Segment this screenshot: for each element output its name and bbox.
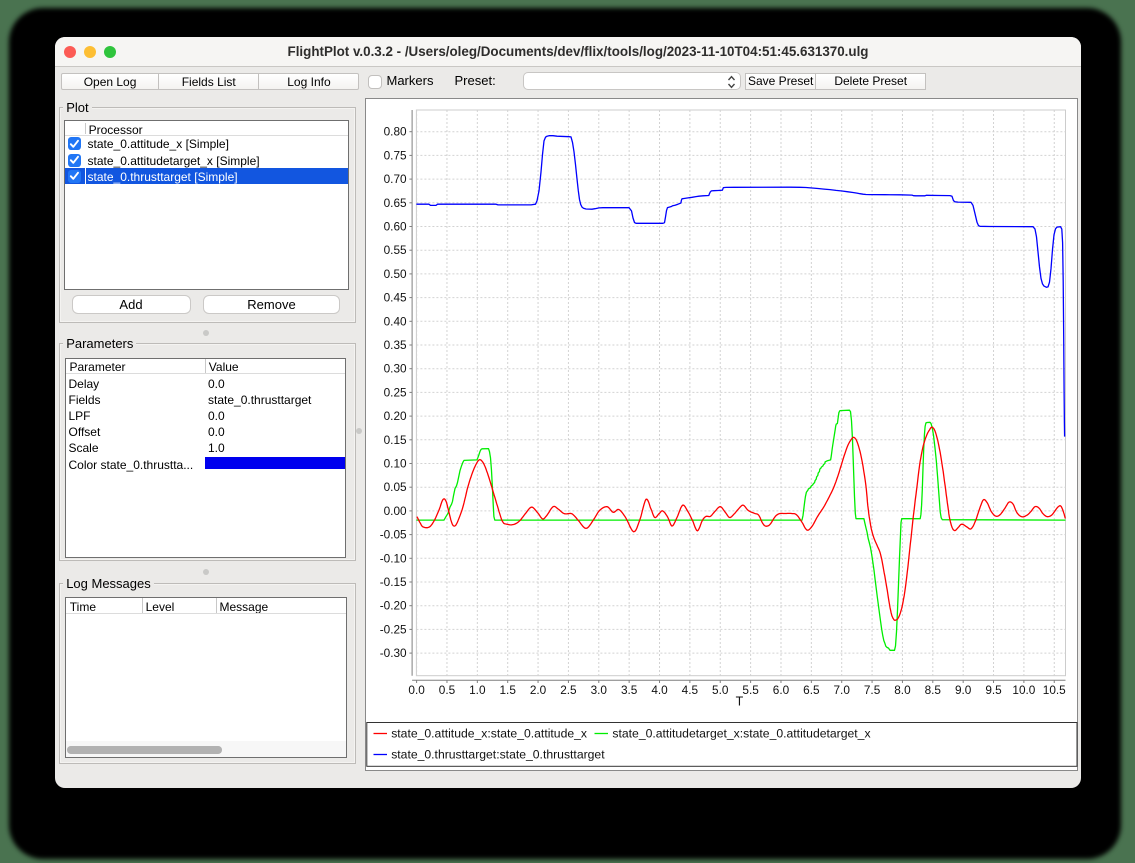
svg-text:0.50: 0.50 — [384, 267, 407, 281]
svg-text:state_0.thrusttarget:state_0.t: state_0.thrusttarget:state_0.thrusttarge… — [391, 748, 605, 762]
svg-text:-0.20: -0.20 — [380, 599, 407, 613]
svg-text:2.5: 2.5 — [560, 683, 577, 697]
svg-text:0.75: 0.75 — [384, 148, 407, 162]
svg-text:0.00: 0.00 — [384, 504, 407, 518]
svg-text:0.20: 0.20 — [384, 409, 407, 423]
svg-text:1.5: 1.5 — [499, 683, 516, 697]
svg-text:-0.15: -0.15 — [380, 575, 407, 589]
svg-text:0.45: 0.45 — [384, 291, 407, 305]
svg-text:0.40: 0.40 — [384, 314, 407, 328]
svg-text:state_0.attitude_x:state_0.att: state_0.attitude_x:state_0.attitude_x — [391, 727, 587, 741]
svg-text:-0.25: -0.25 — [380, 622, 407, 636]
svg-text:9.0: 9.0 — [955, 683, 972, 697]
svg-text:state_0.attitudetarget_x:state: state_0.attitudetarget_x:state_0.attitud… — [612, 727, 870, 741]
svg-text:0.60: 0.60 — [384, 220, 407, 234]
svg-text:4.0: 4.0 — [651, 683, 668, 697]
svg-text:2.0: 2.0 — [530, 683, 547, 697]
svg-text:0.10: 0.10 — [384, 457, 407, 471]
svg-text:-0.30: -0.30 — [380, 646, 407, 660]
svg-text:0.05: 0.05 — [384, 480, 407, 494]
svg-text:10.5: 10.5 — [1043, 683, 1066, 697]
svg-text:0.65: 0.65 — [384, 196, 407, 210]
svg-text:0.35: 0.35 — [384, 338, 407, 352]
svg-text:T: T — [736, 695, 744, 709]
svg-text:5.5: 5.5 — [742, 683, 759, 697]
svg-text:0.25: 0.25 — [384, 385, 407, 399]
svg-text:6.0: 6.0 — [773, 683, 790, 697]
svg-text:0.0: 0.0 — [408, 683, 425, 697]
svg-text:0.5: 0.5 — [439, 683, 456, 697]
svg-text:6.5: 6.5 — [803, 683, 820, 697]
svg-text:5.0: 5.0 — [712, 683, 729, 697]
svg-text:3.5: 3.5 — [621, 683, 638, 697]
svg-text:0.80: 0.80 — [384, 125, 407, 139]
svg-text:0.70: 0.70 — [384, 172, 407, 186]
svg-text:3.0: 3.0 — [591, 683, 608, 697]
svg-text:1.0: 1.0 — [469, 683, 486, 697]
svg-text:0.30: 0.30 — [384, 362, 407, 376]
svg-text:-0.05: -0.05 — [380, 528, 407, 542]
svg-text:7.0: 7.0 — [834, 683, 851, 697]
svg-text:7.5: 7.5 — [864, 683, 881, 697]
svg-text:-0.10: -0.10 — [380, 551, 407, 565]
svg-text:4.5: 4.5 — [682, 683, 699, 697]
svg-text:10.0: 10.0 — [1012, 683, 1035, 697]
svg-text:0.15: 0.15 — [384, 433, 407, 447]
svg-text:8.0: 8.0 — [894, 683, 911, 697]
svg-text:9.5: 9.5 — [985, 683, 1002, 697]
svg-text:8.5: 8.5 — [925, 683, 942, 697]
svg-text:0.55: 0.55 — [384, 243, 407, 257]
